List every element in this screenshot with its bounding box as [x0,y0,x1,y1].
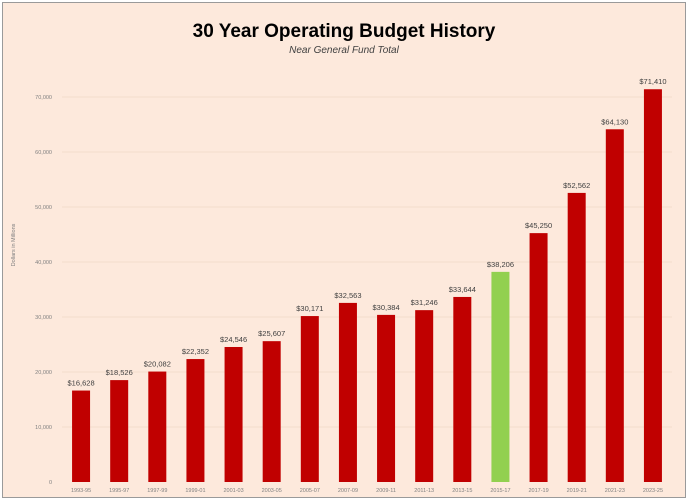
bar-2017-19 [529,233,548,482]
x-tick-label: 1995-97 [109,488,129,494]
x-tick-label: 2011-13 [414,488,434,494]
data-label: $30,384 [373,303,400,312]
data-label: $25,607 [258,329,285,338]
x-tick-label: 1993-95 [71,488,91,494]
bar-2021-23 [605,129,624,482]
data-label: $24,546 [220,335,247,344]
x-tick-label: 2007-09 [338,488,358,494]
y-tick-label: 30,000 [35,315,52,321]
data-label: $64,130 [601,117,628,126]
data-label: $38,206 [487,260,514,269]
data-label: $32,563 [334,291,361,300]
y-tick-label: 50,000 [35,205,52,211]
x-tick-label: 2009-11 [376,488,396,494]
data-label: $52,562 [563,181,590,190]
bar-1993-95 [72,390,91,482]
data-label: $18,526 [106,368,133,377]
data-label: $22,352 [182,347,209,356]
y-tick-label: 10,000 [35,425,52,431]
x-tick-label: 2005-07 [300,488,320,494]
bar-2009-11 [377,314,396,482]
y-tick-label: 0 [49,480,52,486]
data-label: $20,082 [144,360,171,369]
y-tick-label: 40,000 [35,260,52,266]
bar-1999-01 [186,359,205,482]
x-tick-label: 2023-25 [643,488,663,494]
data-label: $30,171 [296,304,323,313]
data-label: $71,410 [639,77,666,86]
bar-2007-09 [338,302,357,482]
bar-2001-03 [224,346,243,482]
bar-2015-17 [491,271,510,482]
bar-2005-07 [300,316,319,482]
bar-1995-97 [110,380,129,482]
x-tick-label: 2017-19 [528,488,548,494]
x-tick-label: 2015-17 [490,488,510,494]
y-axis-label: Dollars in Millions [11,223,17,266]
bar-2013-15 [453,296,472,482]
x-tick-label: 2003-05 [262,488,282,494]
x-tick-label: 1999-01 [185,488,205,494]
x-tick-label: 1997-99 [147,488,167,494]
bar-2019-21 [567,192,586,482]
data-label: $16,628 [68,379,95,388]
chart-subtitle: Near General Fund Total [289,45,399,56]
y-tick-label: 60,000 [35,150,52,156]
bar-2023-25 [643,89,662,483]
x-tick-label: 2001-03 [223,488,243,494]
x-tick-label: 2021-23 [605,488,625,494]
y-tick-label: 20,000 [35,370,52,376]
data-label: $31,246 [411,298,438,307]
bar-2011-13 [415,310,434,482]
data-label: $45,250 [525,221,552,230]
x-tick-label: 2019-21 [567,488,587,494]
bar-1997-99 [148,371,167,482]
chart-title: 30 Year Operating Budget History [192,21,496,42]
data-label: $33,644 [449,285,476,294]
y-tick-label: 70,000 [35,95,52,101]
x-tick-label: 2013-15 [452,488,472,494]
bar-2003-05 [262,341,281,482]
